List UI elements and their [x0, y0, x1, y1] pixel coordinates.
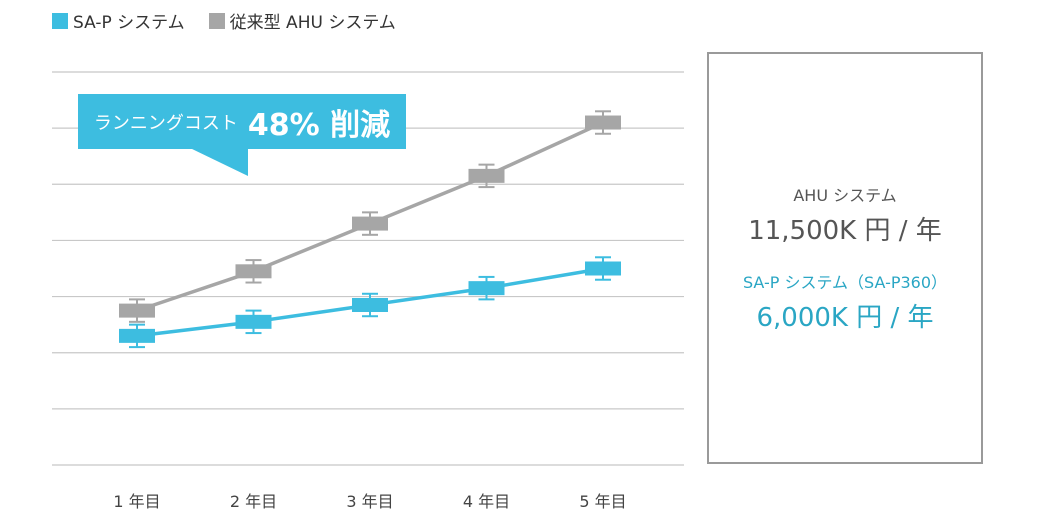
ahu-cost-label: AHU システム	[793, 186, 897, 205]
x-tick-label: 5 年目	[579, 492, 626, 511]
x-tick-label: 2 年目	[230, 492, 277, 511]
sap-cost-value: 6,000K 円 / 年	[756, 303, 934, 333]
data-point-marker	[235, 264, 272, 279]
data-point-marker	[585, 261, 621, 276]
legend: SA-P システム 従来型 AHU システム	[52, 8, 396, 33]
line-chart: 1 年目 2 年目 3 年目 4 年目 5 年目	[52, 71, 684, 511]
callout-highlight: 48% 削減	[247, 107, 391, 143]
sap-cost-label: SA-P システム（SA-P360）	[742, 273, 948, 292]
data-point-marker	[119, 328, 155, 343]
ahu-cost-value: 11,500K 円 / 年	[748, 216, 942, 246]
savings-callout: ランニングコスト 48% 削減	[78, 94, 406, 149]
x-tick-label: 3 年目	[346, 492, 393, 511]
legend-label-sap: SA-P システム	[73, 13, 185, 33]
data-point-marker	[352, 297, 388, 312]
legend-item-ahu: 従来型 AHU システム	[208, 8, 396, 33]
callout-text: ランニングコスト	[93, 112, 238, 134]
cost-summary-box: AHU システム 11,500K 円 / 年 SA-P システム（SA-P360…	[707, 52, 983, 464]
data-point-marker	[352, 216, 388, 231]
x-tick-label: 4 年目	[463, 492, 510, 511]
legend-item-sap: SA-P システム	[52, 8, 185, 33]
x-tick-label: 1 年目	[113, 492, 160, 511]
legend-label-ahu: 従来型 AHU システム	[229, 13, 396, 33]
data-point-marker	[468, 168, 505, 183]
legend-swatch-ahu	[208, 12, 225, 29]
data-point-marker	[235, 314, 272, 329]
legend-swatch-sap	[52, 12, 68, 29]
data-point-marker	[468, 281, 505, 296]
data-point-marker	[585, 115, 621, 130]
callout-tail	[190, 148, 248, 176]
data-point-marker	[119, 303, 155, 318]
